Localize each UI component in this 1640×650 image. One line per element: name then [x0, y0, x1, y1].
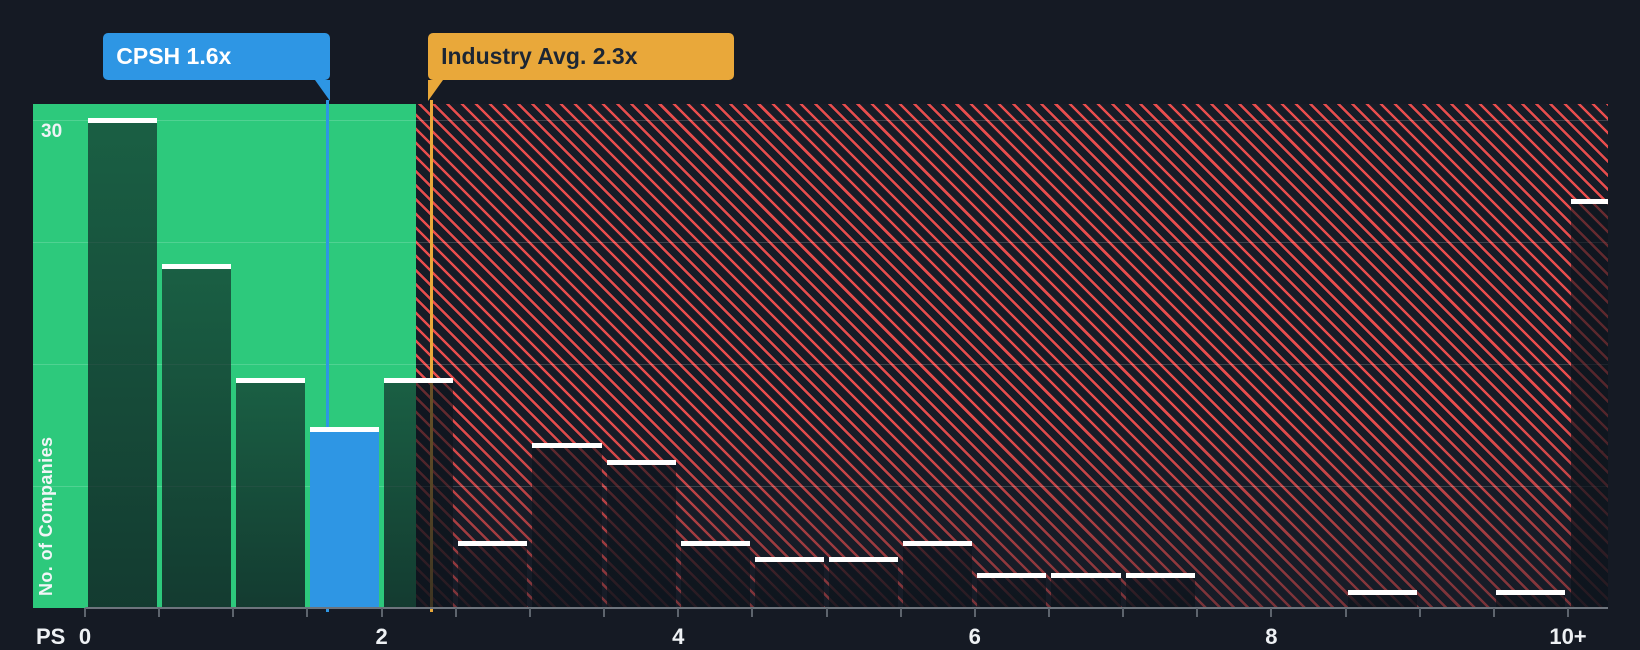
x-axis-tick — [899, 608, 902, 617]
company-tooltip-pointer-icon — [315, 80, 331, 101]
x-axis-tick — [454, 608, 457, 617]
x-tick-label: 8 — [1265, 624, 1278, 649]
y-gridline — [33, 241, 1608, 243]
histogram-bar[interactable] — [606, 461, 676, 608]
x-axis-tick — [1344, 608, 1347, 617]
x-axis-tick — [158, 608, 161, 617]
x-axis-tick — [603, 608, 606, 617]
histogram-bar[interactable] — [235, 380, 305, 608]
histogram-bar[interactable] — [458, 542, 528, 608]
x-axis-tick — [1270, 608, 1273, 617]
bar-top-cap — [829, 557, 899, 563]
histogram-bar[interactable] — [1051, 575, 1121, 608]
x-axis-tick — [825, 608, 828, 617]
x-axis-tick — [1047, 608, 1050, 617]
histogram-bar[interactable] — [161, 266, 231, 608]
industry-marker-line — [429, 100, 433, 612]
bar-top-cap — [680, 540, 750, 546]
x-axis-tick — [528, 608, 531, 617]
histogram-bar[interactable] — [1348, 591, 1418, 608]
x-axis-unit-label: PS — [36, 624, 66, 649]
y-axis-top-tick-label: 30 — [41, 121, 63, 142]
industry-avg-marker-tooltip[interactable]: Industry Avg. 2.3x — [428, 33, 735, 101]
x-tick-label: 6 — [968, 624, 981, 649]
x-tick-label: 4 — [672, 624, 685, 649]
x-axis-tick — [1122, 608, 1125, 617]
company-marker-tooltip[interactable]: CPSH 1.6x — [103, 33, 331, 101]
bar-top-cap — [1348, 589, 1418, 595]
histogram-bar[interactable] — [384, 380, 454, 608]
x-tick-label: 10+ — [1549, 624, 1587, 649]
y-gridline — [33, 485, 1608, 487]
histogram-bar[interactable] — [903, 542, 973, 608]
y-axis-title: No. of Companies — [36, 436, 56, 596]
x-axis-tick — [84, 608, 86, 617]
x-axis-line — [85, 607, 1608, 609]
bar-top-cap — [1125, 573, 1195, 579]
bar-top-cap — [532, 443, 602, 449]
x-tick-label: 0 — [78, 624, 92, 649]
industry-avg-marker-label: Industry Avg. 2.3x — [441, 43, 638, 69]
x-axis-tick — [1492, 608, 1495, 617]
bar-top-cap — [903, 540, 973, 546]
bar-top-cap — [87, 117, 157, 123]
bar-top-cap — [235, 378, 305, 384]
bar-top-cap — [384, 378, 454, 384]
x-axis-tick — [677, 608, 680, 617]
x-axis-tick — [1567, 608, 1569, 617]
y-gridline — [33, 363, 1608, 365]
x-axis-tick — [380, 608, 383, 617]
histogram-bar[interactable] — [309, 429, 380, 608]
histogram-bar[interactable] — [532, 445, 602, 608]
bar-top-cap — [1496, 589, 1566, 595]
histogram-bar[interactable] — [87, 119, 157, 608]
x-axis-tick — [306, 608, 309, 617]
x-axis-tick — [973, 608, 976, 617]
bar-top-cap — [754, 557, 824, 563]
bar-top-cap — [606, 459, 676, 465]
histogram-bar[interactable] — [680, 542, 750, 608]
histogram-bar[interactable] — [1570, 201, 1608, 608]
bar-top-cap — [161, 264, 231, 270]
x-axis-tick — [1196, 608, 1199, 617]
x-axis-tick — [751, 608, 754, 617]
histogram-bar[interactable] — [977, 575, 1047, 608]
bar-top-cap — [1051, 573, 1121, 579]
bar-top-cap — [309, 427, 380, 433]
bar-top-cap — [458, 540, 528, 546]
histogram-bar[interactable] — [754, 559, 824, 608]
x-axis-tick — [1418, 608, 1421, 617]
histogram-bar[interactable] — [829, 559, 899, 608]
x-tick-label: 2 — [375, 624, 388, 649]
plot-area — [33, 100, 1609, 617]
y-gridline — [33, 119, 1608, 121]
company-marker-label: CPSH 1.6x — [116, 43, 232, 69]
histogram-bar[interactable] — [1496, 591, 1566, 608]
histogram-bar[interactable] — [1125, 575, 1195, 608]
x-axis-tick — [232, 608, 235, 617]
industry-tooltip-pointer-icon — [428, 80, 444, 101]
bar-top-cap — [1570, 199, 1608, 205]
company-marker-line — [325, 100, 329, 612]
bar-top-cap — [977, 573, 1047, 579]
